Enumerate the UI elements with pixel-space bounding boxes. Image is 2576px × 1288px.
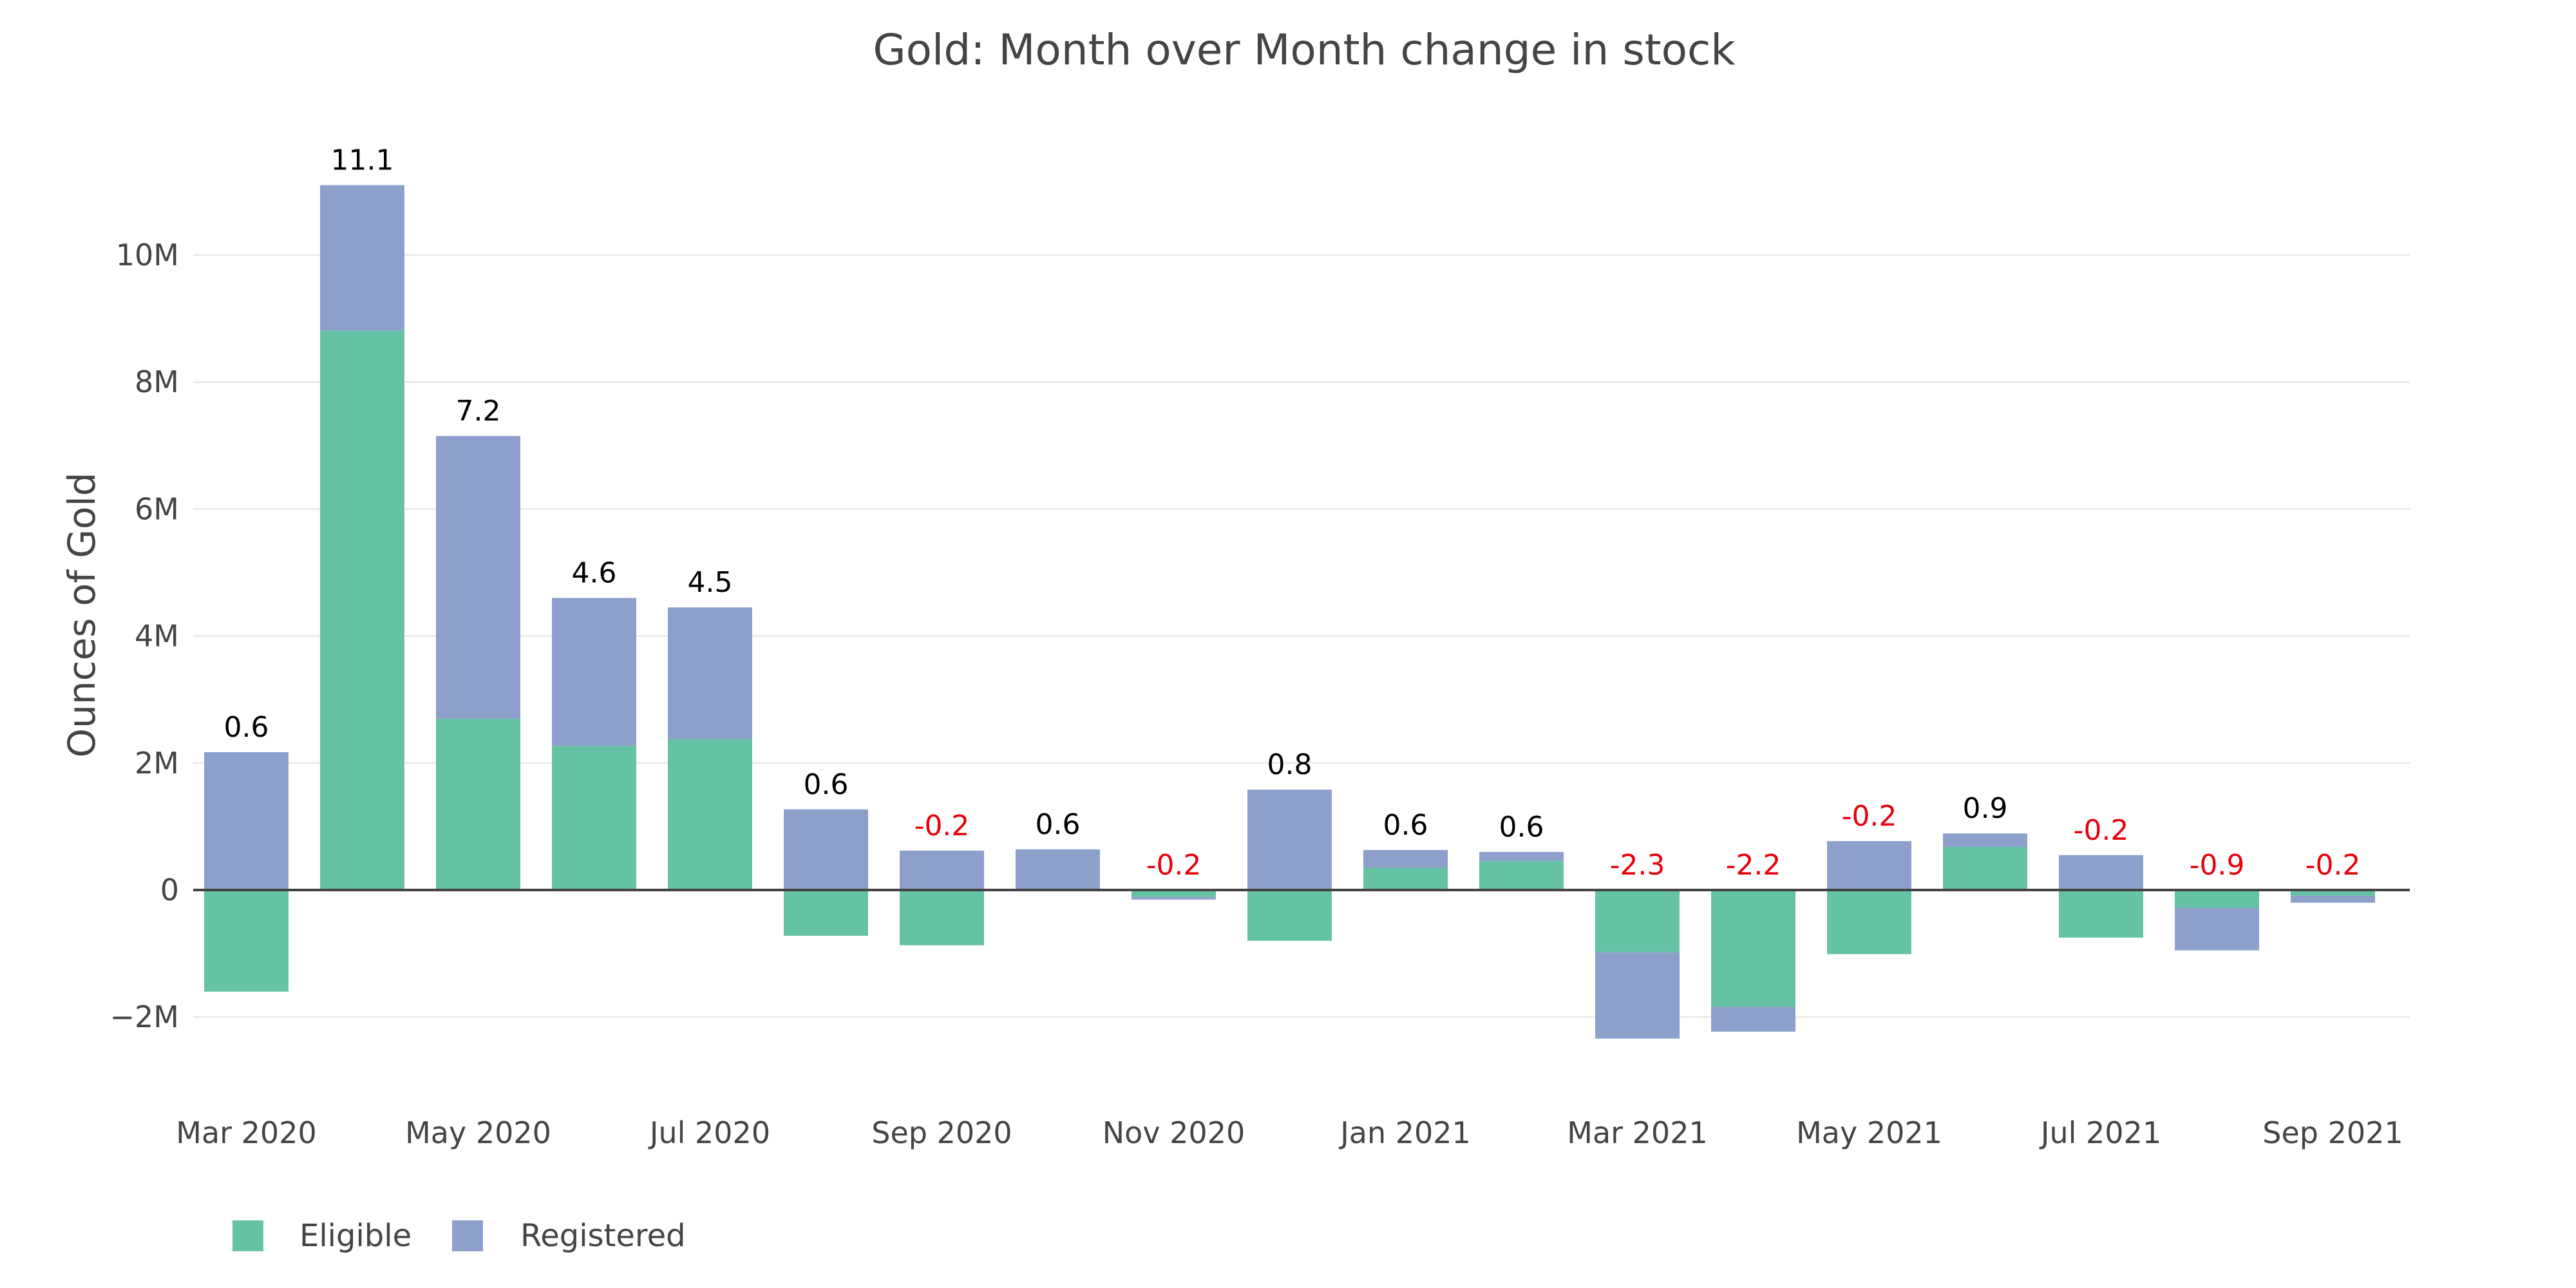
x-tick-label: Mar 2020 — [176, 1115, 316, 1150]
data-label: 7.2 — [456, 395, 501, 428]
x-tick-label: Nov 2020 — [1103, 1115, 1245, 1150]
x-tick-label: Sep 2020 — [871, 1115, 1012, 1150]
bar-eligible-jan-2021 — [1363, 867, 1448, 890]
legend-item-eligible[interactable]: Eligible — [232, 1218, 412, 1254]
bar-eligible-aug-2021 — [2175, 890, 2259, 908]
data-label: -0.9 — [2190, 849, 2245, 882]
x-tick-label: Jan 2021 — [1338, 1115, 1471, 1150]
bar-registered-sep-2021 — [2291, 895, 2375, 903]
bars — [204, 185, 2375, 1039]
x-tick-label: May 2020 — [405, 1115, 551, 1150]
data-label: -0.2 — [1146, 849, 1202, 882]
data-labels: 0.6 11.1 7.2 4.6 4.5 0.6 -0.2 0.6 -0.2 0.8 0.6 0.6 -… — [224, 144, 2361, 882]
data-label: -2.2 — [1726, 849, 1781, 882]
data-label: -0.2 — [1842, 800, 1897, 833]
bar-registered-jun-2020 — [552, 598, 636, 746]
bar-registered-aug-2021 — [2175, 907, 2259, 951]
y-tick-label: 0 — [160, 873, 179, 907]
chart-title: Gold: Month over Month change in stock — [873, 25, 1736, 75]
x-tick-label: Sep 2021 — [2262, 1115, 2403, 1150]
bar-eligible-mar-2021 — [1595, 890, 1680, 952]
y-tick-label: −2M — [110, 999, 180, 1034]
bar-registered-jul-2020 — [668, 607, 752, 739]
bar-eligible-mar-2020 — [204, 890, 289, 992]
bar-registered-feb-2021 — [1479, 851, 1564, 861]
legend: Eligible Registered — [232, 1218, 686, 1254]
x-axis-ticks: Mar 2020 May 2020 Jul 2020 Sep 2020 Nov 2020… — [176, 1115, 2403, 1150]
data-label: 0.6 — [1036, 808, 1081, 841]
bar-registered-may-2020 — [436, 436, 520, 719]
bar-eligible-jun-2021 — [1943, 846, 2027, 890]
bar-eligible-aug-2020 — [784, 890, 868, 936]
data-label: 4.5 — [688, 566, 733, 599]
bar-eligible-nov-2020 — [1132, 890, 1216, 897]
data-label: 0.6 — [804, 768, 849, 801]
data-label: -0.2 — [914, 810, 970, 842]
data-label: -2.3 — [1610, 849, 1665, 882]
y-tick-label: 10M — [116, 238, 179, 272]
bar-eligible-apr-2020 — [320, 330, 404, 890]
bar-eligible-feb-2021 — [1479, 860, 1564, 890]
y-tick-label: 2M — [135, 746, 179, 781]
y-tick-label: 4M — [135, 619, 179, 654]
x-tick-label: Mar 2021 — [1567, 1115, 1707, 1150]
data-label: -0.2 — [2306, 849, 2361, 882]
y-tick-label: 6M — [135, 491, 179, 526]
bar-eligible-jun-2020 — [552, 746, 636, 890]
legend-label-eligible: Eligible — [299, 1218, 412, 1254]
legend-item-registered[interactable]: Registered — [452, 1218, 686, 1254]
data-label: 0.6 — [1499, 811, 1544, 844]
bar-registered-aug-2020 — [784, 809, 868, 890]
x-tick-label: Jul 2021 — [2039, 1115, 2161, 1150]
y-axis-title: Ounces of Gold — [60, 472, 104, 757]
bar-eligible-sep-2021 — [2291, 890, 2375, 896]
bar-registered-jul-2021 — [2059, 855, 2143, 890]
data-label: 4.6 — [572, 556, 617, 589]
bar-eligible-jul-2020 — [668, 739, 752, 890]
bar-registered-dec-2020 — [1247, 790, 1332, 890]
bar-registered-mar-2021 — [1595, 952, 1680, 1039]
bar-registered-apr-2020 — [320, 185, 404, 331]
data-label: -0.2 — [2074, 814, 2129, 847]
data-label: 11.1 — [331, 144, 394, 177]
data-label: 0.8 — [1267, 748, 1312, 781]
bar-registered-jan-2021 — [1363, 849, 1448, 868]
bar-registered-jun-2021 — [1943, 833, 2027, 847]
bar-eligible-apr-2021 — [1711, 890, 1795, 1007]
data-label: 0.6 — [224, 711, 269, 744]
bar-eligible-sep-2020 — [900, 890, 984, 945]
legend-swatch-registered — [452, 1220, 483, 1251]
bar-registered-apr-2021 — [1711, 1007, 1795, 1032]
bar-registered-oct-2020 — [1016, 849, 1100, 890]
bar-registered-sep-2020 — [900, 850, 984, 890]
data-label: 0.6 — [1383, 809, 1428, 842]
x-tick-label: May 2021 — [1796, 1115, 1942, 1150]
bar-registered-may-2021 — [1827, 841, 1911, 890]
bar-eligible-may-2020 — [436, 718, 520, 890]
bar-eligible-dec-2020 — [1247, 890, 1332, 941]
bar-eligible-may-2021 — [1827, 890, 1911, 954]
y-tick-label: 8M — [135, 365, 179, 399]
y-axis-ticks: −2M 0 2M 4M 6M 8M 10M — [110, 238, 180, 1034]
bar-eligible-jul-2021 — [2059, 890, 2143, 938]
bar-registered-nov-2020 — [1132, 896, 1216, 900]
legend-swatch-eligible — [232, 1220, 263, 1251]
x-tick-label: Jul 2020 — [648, 1115, 770, 1150]
data-label: 0.9 — [1963, 792, 2008, 825]
bar-registered-mar-2020 — [204, 752, 289, 890]
legend-label-registered: Registered — [520, 1218, 686, 1254]
